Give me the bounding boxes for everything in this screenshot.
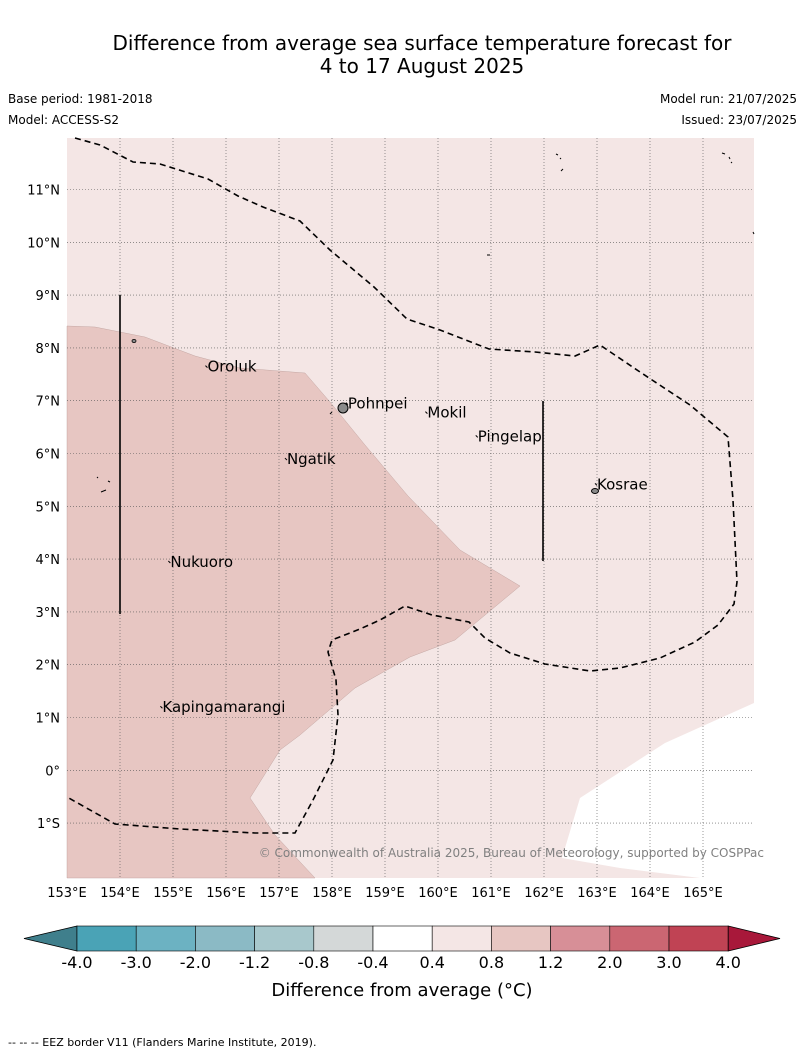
colorbar-segment: [431, 925, 492, 952]
islet-marker: [555, 153, 564, 172]
latitude-tick-label: 8°N: [36, 342, 61, 357]
colorbar-segment: [195, 925, 255, 952]
colorbar-tick-label: -4.0: [61, 953, 92, 972]
place-label: Kapingamarangi: [162, 698, 285, 716]
colorbar: -4.0 -3.0 -2.0 -1.2 -0.8 -0.4 0.4 0.8 1.2 2.0 3.0 4…: [23, 925, 781, 972]
model-run-label: Model run: 21/07/2025: [659, 92, 797, 106]
colorbar-tick-label: 4.0: [715, 953, 740, 972]
colorbar-segment: [372, 925, 433, 952]
colorbar-tick-label: 0.4: [419, 953, 444, 972]
place-marker: [345, 402, 349, 405]
latitude-tick-label: 5°N: [36, 500, 61, 515]
place-marker: [425, 411, 428, 414]
colorbar-tick-label: 1.2: [538, 953, 563, 972]
anomaly-field-normal: [562, 703, 754, 878]
latitude-tick-label: 1°N: [36, 712, 61, 727]
place-marker: [160, 705, 163, 709]
colorbar-segment: [550, 925, 611, 952]
longitude-tick-label: 159°E: [365, 886, 405, 901]
place-marker: [284, 457, 288, 461]
islet-marker: [721, 152, 733, 164]
colorbar-tick-label: 0.8: [479, 953, 504, 972]
place-label: Kosrae: [597, 475, 648, 493]
latitude-tick-label: 0°: [45, 764, 60, 779]
latitude-tick-label: 3°N: [36, 606, 61, 621]
islet-marker: [752, 231, 755, 235]
place-label: Oroluk: [207, 358, 256, 376]
longitude-tick-label: 163°E: [577, 886, 617, 901]
latitude-tick-label: 4°N: [36, 553, 61, 568]
colorbar-segment: [135, 925, 196, 952]
map-title: Difference from average sea surface temp…: [40, 32, 804, 78]
colorbar-extend-low: [23, 925, 78, 952]
colorbar-segment: [254, 925, 315, 952]
latitude-tick-label: 1°S: [37, 817, 60, 832]
graticule: [67, 138, 754, 878]
title-line-2: 4 to 17 August 2025: [319, 54, 525, 78]
colorbar-segment: [491, 925, 551, 952]
colorbar-tick-label: -0.4: [357, 953, 388, 972]
latitude-tick-label: 6°N: [36, 448, 61, 463]
longitude-tick-label: 162°E: [524, 886, 564, 901]
place-labels: Oroluk Pohnpei Mokil Pingelap Ngatik Kosrae Nu…: [160, 358, 648, 716]
latitude-tick-label: 10°N: [27, 236, 60, 251]
islands: [96, 152, 755, 494]
model-label: Model: ACCESS-S2: [8, 113, 120, 127]
place-label: Mokil: [427, 404, 466, 422]
islet-marker: [131, 338, 137, 343]
colorbar-tick-label: -3.0: [121, 953, 152, 972]
colorbar-tick-label: 3.0: [656, 953, 681, 972]
issued-label: Issued: 23/07/2025: [681, 113, 797, 127]
place-label: Nukuoro: [170, 553, 233, 571]
islet-marker: [96, 476, 111, 493]
colorbar-extend-high: [727, 925, 781, 952]
colorbar-segment: [313, 925, 374, 952]
copyright-notice: © Commonwealth of Australia 2025, Bureau…: [259, 846, 764, 860]
latitude-tick-label: 7°N: [36, 395, 61, 410]
latitude-tick-label: 11°N: [27, 184, 60, 199]
longitude-tick-label: 158°E: [312, 886, 352, 901]
place-label: Ngatik: [287, 450, 336, 468]
colorbar-segment: [76, 925, 137, 952]
colorbar-segment: [609, 925, 670, 952]
latitude-tick-label: 2°N: [36, 659, 61, 674]
place-marker: [205, 365, 208, 369]
base-period-label: Base period: 1981-2018: [8, 92, 153, 106]
kosrae-island: [591, 488, 599, 494]
place-marker: [594, 483, 598, 486]
longitude-tick-label: 157°E: [259, 886, 299, 901]
place-label: Pohnpei: [348, 395, 408, 413]
place-marker: [475, 435, 479, 438]
pohnpei-island: [337, 402, 349, 414]
longitude-tick-label: 156°E: [206, 886, 246, 901]
place-marker: [167, 560, 171, 564]
colorbar-tick-label: -1.2: [239, 953, 270, 972]
longitude-tick-label: 164°E: [630, 886, 670, 901]
longitude-tick-label: 155°E: [153, 886, 193, 901]
title-line-1: Difference from average sea surface temp…: [112, 31, 732, 55]
map-axes: 153°E 154°E 155°E 156°E 157°E 158°E 159°E 160°E…: [27, 184, 723, 902]
colorbar-tick-label: -0.8: [298, 953, 329, 972]
anomaly-field-warm: [66, 325, 521, 879]
colorbar-tick-label: -2.0: [180, 953, 211, 972]
colorbar-label: Difference from average (°C): [271, 980, 533, 1001]
colorbar-segment: [668, 925, 729, 952]
islet-marker: [329, 411, 333, 415]
colorbar-tick-label: 2.0: [597, 953, 622, 972]
longitude-tick-label: 165°E: [683, 886, 723, 901]
longitude-tick-label: 153°E: [47, 886, 87, 901]
latitude-tick-label: 9°N: [36, 289, 61, 304]
place-label: Pingelap: [478, 427, 542, 445]
longitude-tick-label: 161°E: [471, 886, 511, 901]
eez-legend-note: -- -- -- EEZ border V11 (Flanders Marine…: [8, 1036, 317, 1049]
eez-borders: [66, 137, 738, 834]
longitude-tick-label: 154°E: [100, 886, 140, 901]
longitude-tick-label: 160°E: [418, 886, 458, 901]
